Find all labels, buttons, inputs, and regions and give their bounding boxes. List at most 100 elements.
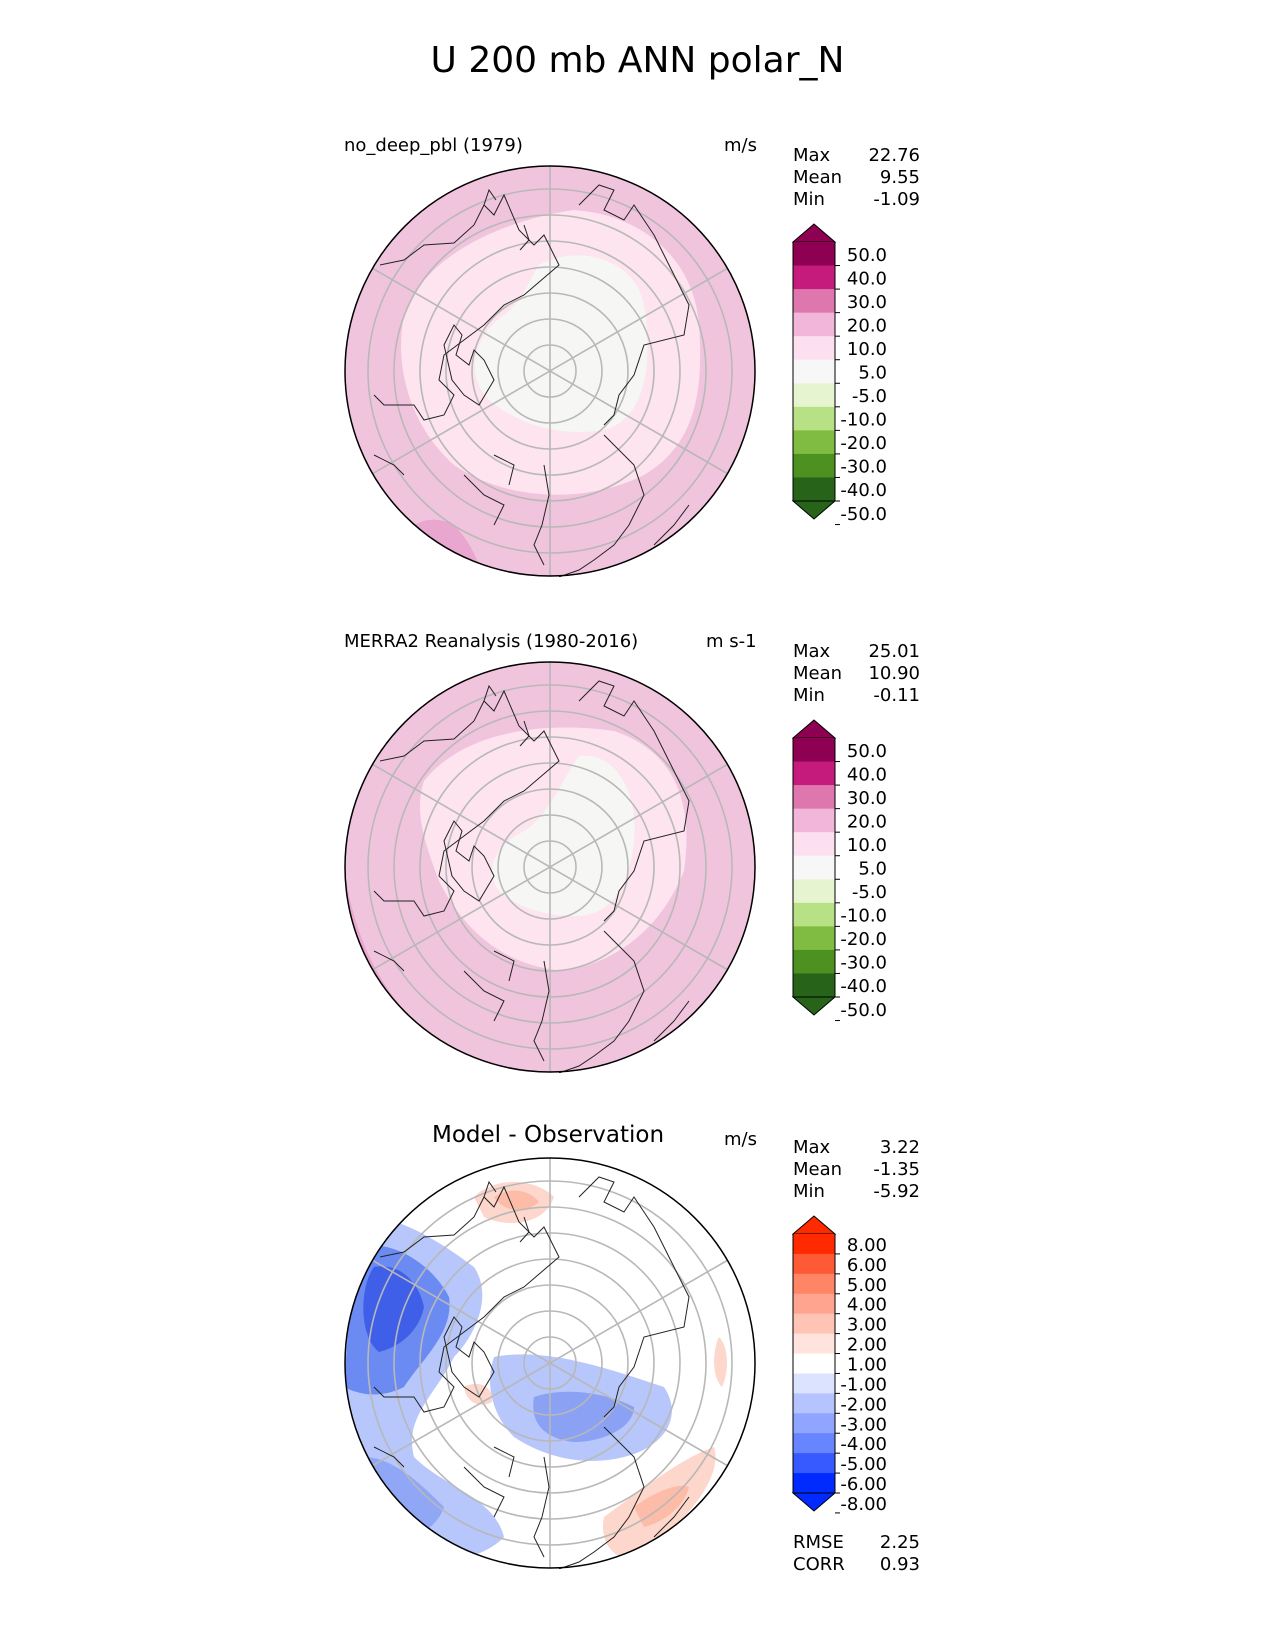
colorbar-bin	[793, 808, 835, 833]
colorbar-tick-label: 20.0	[847, 811, 887, 832]
panel-3-coastlines	[373, 1176, 690, 1569]
panel-2-colorbar: 50.040.0 30.020.0 10.0 5.0-5.0 -10.0-20.0 -30…	[791, 719, 887, 1022]
colorbar-tick-label: 6.00	[847, 1255, 887, 1276]
colorbar-bin	[793, 1353, 835, 1374]
colorbar-bin	[793, 973, 835, 998]
panel-3-field-pos-east	[714, 1337, 727, 1387]
colorbar-tick-label: 5.0	[858, 859, 887, 880]
colorbar-tick-label: -50.0	[840, 504, 887, 525]
panel-3-map-border	[344, 1157, 756, 1569]
panel-2-coastlines	[373, 680, 690, 1073]
colorbar-tick-label: -20.0	[840, 433, 887, 454]
panel-2-stat-label-min: Min	[793, 685, 825, 706]
panel-3-field-neg-center-core	[533, 1391, 634, 1442]
colorbar-bin	[793, 902, 835, 927]
colorbar-tick-label: 5.00	[847, 1275, 887, 1296]
colorbar-tick-label: 5.0	[858, 363, 887, 384]
panel-3-units: m/s	[724, 1129, 757, 1150]
colorbar-bin	[793, 785, 835, 810]
colorbar-bin	[793, 949, 835, 974]
colorbar-tick-label: 50.0	[847, 245, 887, 266]
colorbar-tick-label: 1.00	[847, 1355, 887, 1376]
colorbar-tick-label: -30.0	[840, 953, 887, 974]
colorbar-tick-label: 10.0	[847, 339, 887, 360]
colorbar-bin	[793, 1413, 835, 1434]
panel-2-polar-map	[344, 661, 756, 1073]
colorbar-tick-label: -6.00	[840, 1474, 887, 1495]
colorbar-tick-label: 3.00	[847, 1315, 887, 1336]
colorbar-bin	[793, 453, 835, 478]
colorbar-bin	[793, 926, 835, 951]
panel-3-polar-map	[344, 1157, 756, 1569]
panel-2-stat-label-max: Max	[793, 641, 831, 662]
colorbar-tick-label: -50.0	[840, 1000, 887, 1021]
colorbar-bin	[793, 879, 835, 904]
panel-3-colorbar: 8.006.005.004.003.002.001.00-1.00-2.00-3…	[791, 1215, 887, 1515]
colorbar-bin	[793, 1433, 835, 1454]
colorbar-tick-label: 10.0	[847, 835, 887, 856]
colorbar-tick-label: -5.0	[852, 386, 887, 407]
panel-3-stat-label-max: Max	[793, 1137, 831, 1158]
colorbar-tick-label: 8.00	[847, 1235, 887, 1256]
panel-2-stat-value-min: -0.11	[873, 685, 920, 706]
colorbar-extend-min	[791, 1492, 837, 1512]
panel-3-stat-value-max: 3.22	[879, 1137, 920, 1158]
panel-1-stat-value-max: 22.76	[868, 145, 920, 166]
colorbar-tick-label: 30.0	[847, 788, 887, 809]
panel-1-polar-map	[344, 165, 756, 577]
colorbar-bin	[793, 1293, 835, 1315]
colorbar-bin	[793, 336, 835, 361]
colorbar-tick-label: 40.0	[847, 764, 887, 785]
colorbar-tick-label: -4.00	[840, 1434, 887, 1455]
panel-2-graticule	[367, 662, 733, 1072]
colorbar-tick-label: 20.0	[847, 315, 887, 336]
panel-1-stat-value-min: -1.09	[873, 189, 920, 210]
panel-3-stat-label-mean: Mean	[793, 1159, 843, 1180]
colorbar-bin	[793, 242, 835, 267]
colorbar-bin	[793, 1373, 835, 1394]
colorbar-bin	[793, 430, 835, 455]
panel-3-field-neg-min	[363, 1266, 424, 1352]
panel-2-units: m s-1	[706, 631, 757, 652]
colorbar-bin	[793, 406, 835, 431]
panel-1-stat-label-min: Min	[793, 189, 825, 210]
panel-3-stat-value-min: -5.92	[873, 1181, 920, 1202]
colorbar-bin	[793, 1333, 835, 1355]
colorbar-tick-label: -1.00	[840, 1374, 887, 1395]
colorbar-tick-label: 40.0	[847, 268, 887, 289]
colorbar-bin	[793, 359, 835, 384]
colorbar-bin	[793, 289, 835, 314]
colorbar-bin	[793, 1253, 835, 1275]
colorbar-bin	[793, 1234, 835, 1255]
colorbar-bin	[793, 1273, 835, 1295]
colorbar-extend-max	[791, 223, 837, 243]
panel-1-colorbar: 50.040.0 30.020.0 10.0 5.0-5.0 -10.0-20.0 -30…	[791, 223, 887, 526]
panel-2-title: MERRA2 Reanalysis (1980-2016)	[344, 631, 639, 652]
colorbar-bin	[793, 265, 835, 290]
colorbar-extend-max	[791, 719, 837, 739]
panel-1-coastlines	[373, 184, 690, 577]
panel-1-graticule	[367, 166, 733, 576]
panel-3-title: Model - Observation	[432, 1122, 665, 1148]
panel-3-metric-value-corr: 0.93	[879, 1554, 920, 1575]
colorbar-tick-label: 4.00	[847, 1295, 887, 1316]
colorbar-tick-label: -10.0	[840, 906, 887, 927]
panel-2-stat-label-mean: Mean	[793, 663, 843, 684]
panel-2-stat-value-max: 25.01	[868, 641, 920, 662]
panel-3-field-pos-north-core	[494, 1190, 539, 1211]
panel-3-metric-value-rmse: 2.25	[879, 1532, 920, 1553]
panel-3-graticule	[367, 1158, 733, 1568]
figure-title: U 200 mb ANN polar_N	[430, 40, 845, 81]
panel-3-metric-label-corr: CORR	[793, 1554, 845, 1575]
colorbar-extend-min	[791, 500, 837, 520]
panel-1-stat-label-mean: Mean	[793, 167, 843, 188]
panel-3-metric-label-rmse: RMSE	[793, 1532, 844, 1553]
colorbar-tick-label: -2.00	[840, 1394, 887, 1415]
panel-3-stat-value-mean: -1.35	[873, 1159, 920, 1180]
colorbar-bin	[793, 738, 835, 763]
colorbar-bin	[793, 832, 835, 857]
colorbar-tick-label: -40.0	[840, 976, 887, 997]
panel-1-units: m/s	[724, 135, 757, 156]
colorbar-tick-label: -40.0	[840, 480, 887, 501]
panel-1-stat-value-mean: 9.55	[879, 167, 920, 188]
